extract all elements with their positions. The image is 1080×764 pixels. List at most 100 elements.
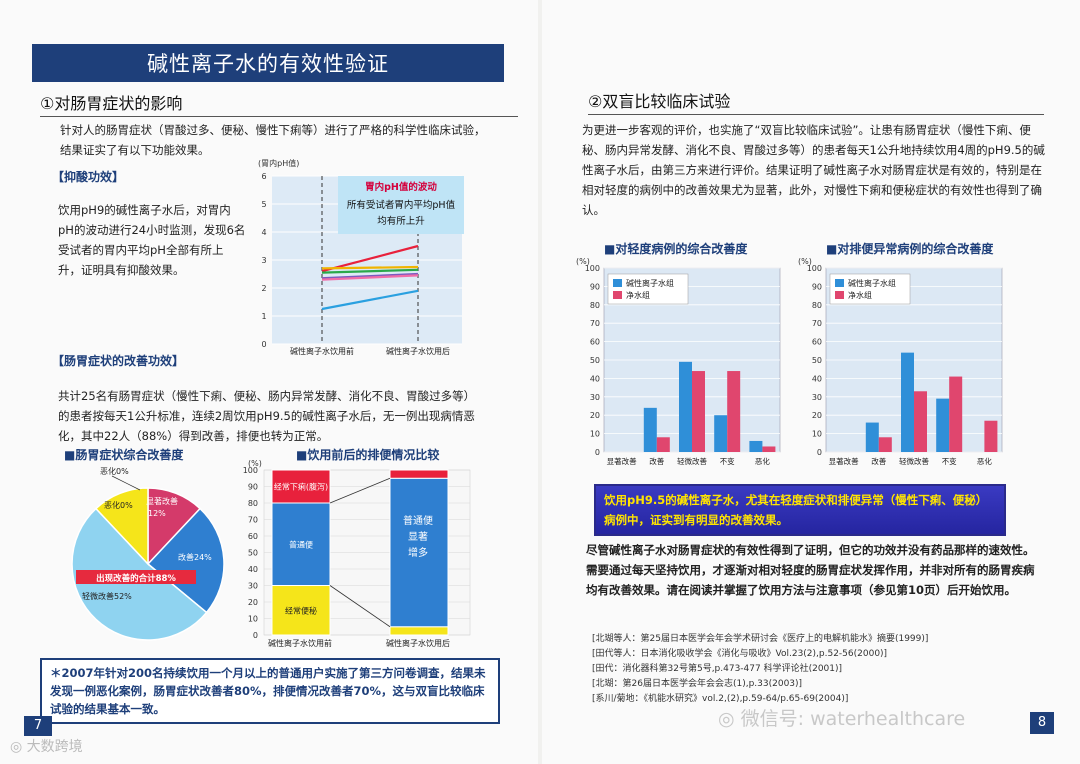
bowel-abn-ytick: 40 bbox=[812, 374, 822, 383]
bowel-abn-xtick: 轻微改善 bbox=[899, 456, 929, 466]
mild-ytick: 20 bbox=[590, 411, 600, 420]
bowel-abn-bar bbox=[878, 437, 892, 452]
bowel-connector bbox=[329, 477, 391, 504]
page-number-right: 8 bbox=[1030, 712, 1054, 734]
acid-heading: 【抑酸功效】 bbox=[52, 170, 125, 184]
bowel-abnormal-chart-title: ■对排便异常病例的综合改善度 bbox=[826, 242, 994, 256]
mild-bar bbox=[749, 440, 763, 452]
mild-ylabel: (%) bbox=[576, 257, 590, 266]
mild-bar bbox=[643, 407, 657, 452]
ph-series-line bbox=[321, 289, 419, 311]
pie-slice bbox=[94, 487, 149, 566]
mild-ytick: 80 bbox=[590, 301, 600, 310]
bowel-ytick: 90 bbox=[248, 483, 258, 492]
section-1-heading: ①对肠胃症状的影响 bbox=[40, 90, 518, 117]
bowel-abn-bar bbox=[949, 376, 963, 452]
ph-series-line bbox=[321, 274, 419, 281]
bowel-ylabel: (%) bbox=[248, 460, 262, 468]
pie-label-significant: 显著改善 bbox=[146, 496, 178, 506]
bowel-abn-xtick: 恶化 bbox=[977, 456, 992, 466]
bowel-abn-legend-label: 碱性离子水组 bbox=[848, 278, 896, 288]
bowel-ytick: 80 bbox=[248, 499, 258, 508]
improve-heading: 【肠胃症状的改善功效】 bbox=[52, 354, 185, 368]
improve-text: 共计25名有肠胃症状（慢性下痢、便秘、肠内异常发酵、消化不良、胃酸过多等）的患者… bbox=[58, 389, 476, 443]
references: [北瑚等人：第25届日本医学会年会学术研讨会《医疗上的电解机能水》摘要(1999… bbox=[592, 632, 1032, 707]
bowel-abn-ytick: 70 bbox=[812, 319, 822, 328]
mild-bar bbox=[762, 446, 776, 452]
bowel-abn-ytick: 10 bbox=[812, 430, 822, 439]
wechat-icon: ◎ bbox=[718, 708, 735, 730]
bowel-abn-ytick: 60 bbox=[812, 338, 822, 347]
bowel-ytick: 70 bbox=[248, 516, 258, 525]
highlight-box: 饮用pH9.5的碱性离子水，尤其在轻度症状和排便异常（慢性下痢、便秘）病例中，证… bbox=[594, 484, 1006, 536]
ph-ytick: 1 bbox=[261, 312, 266, 321]
pie-label-worse-outer: 恶化0% bbox=[100, 466, 129, 476]
bowel-abn-ytick: 20 bbox=[812, 411, 822, 420]
acid-text: 饮用pH9的碱性离子水后，对胃内pH的波动进行24小时监测，发现6名受试者的胃内… bbox=[58, 203, 246, 277]
ph-ytick: 6 bbox=[261, 172, 266, 181]
ph-ytick: 2 bbox=[261, 284, 266, 293]
bowel-abn-legend-swatch bbox=[835, 279, 844, 287]
bowel-bar-segment bbox=[271, 469, 331, 504]
bowel-ytick: 50 bbox=[248, 549, 258, 558]
bowel-ytick: 10 bbox=[248, 615, 258, 624]
mild-xtick: 恶化 bbox=[755, 456, 770, 466]
bowel-abn-ytick: 0 bbox=[817, 448, 822, 457]
mild-xtick: 不变 bbox=[720, 456, 735, 466]
bowel-abn-ylabel: (%) bbox=[798, 257, 812, 266]
ph-annotation-2: 均有所上升 bbox=[377, 215, 425, 227]
mild-bar bbox=[679, 361, 692, 452]
bowel-abn-legend-label: 净水组 bbox=[848, 290, 872, 300]
wechat-watermark: ◎ 微信号: waterhealthcare bbox=[718, 704, 965, 731]
mild-ytick: 10 bbox=[590, 430, 600, 439]
bowel-abn-legend-swatch bbox=[835, 291, 844, 299]
mild-bar bbox=[714, 415, 728, 452]
bowel-chart-title: ■饮用前后的排便情况比较 bbox=[296, 448, 440, 462]
ph-annotation-box bbox=[338, 176, 464, 234]
bowel-abn-bar bbox=[914, 391, 927, 452]
bowel-abn-bar bbox=[865, 422, 879, 452]
corner-watermark: ◎ 大数跨境 bbox=[10, 736, 83, 756]
reference-item: [田代等人：日本消化吸收学会《消化与吸收》Vol.23(2),p.52-56(2… bbox=[592, 649, 888, 659]
wechat-watermark-text: 微信号: waterhealthcare bbox=[740, 708, 966, 730]
pie-label-significant-pct: 12% bbox=[148, 509, 166, 518]
ph-ylabel: (胃内pH值) bbox=[258, 158, 299, 168]
bowel-after-label-1: 普通便 bbox=[403, 514, 433, 527]
mild-xtick: 改善 bbox=[649, 456, 664, 466]
mild-chart-title: ■对轻度病例的综合改善度 bbox=[604, 242, 748, 256]
bowel-abn-ytick: 50 bbox=[812, 356, 822, 365]
mild-legend-swatch bbox=[613, 279, 622, 287]
bowel-ytick: 60 bbox=[248, 532, 258, 541]
mild-ytick: 50 bbox=[590, 356, 600, 365]
bowel-ytick: 40 bbox=[248, 565, 258, 574]
bowel-xlabel-before: 碱性离子水饮用前 bbox=[268, 638, 332, 648]
bowel-ytick: 30 bbox=[248, 582, 258, 591]
bowel-bar-segment bbox=[389, 477, 449, 628]
corner-watermark-text: 大数跨境 bbox=[26, 739, 83, 755]
ph-series-line bbox=[321, 272, 419, 280]
bowel-abn-ytick: 90 bbox=[812, 282, 822, 291]
wechat-icon: ◎ bbox=[10, 739, 23, 755]
ph-chart-title: 胃内pH值的波动 bbox=[365, 181, 437, 193]
bowel-ytick: 100 bbox=[243, 466, 258, 475]
ph-series-line bbox=[321, 265, 419, 270]
mild-ytick: 70 bbox=[590, 319, 600, 328]
mild-ytick: 40 bbox=[590, 374, 600, 383]
pie-title: ■肠胃症状综合改善度 bbox=[64, 448, 184, 462]
bowel-bar-chart: (%) 经常便秘 普通便 经常下痢(腹泻) 0 10 20 30 40 50 60 70 80 90 1… bbox=[243, 460, 471, 648]
bowel-bar-segment bbox=[271, 585, 331, 636]
bowel-after-label-3: 增多 bbox=[408, 546, 428, 559]
section-2-heading: ②双盲比较临床试验 bbox=[588, 88, 1044, 115]
bowel-abn-xtick: 改善 bbox=[871, 456, 886, 466]
pie-label-nochange: 恶化0% bbox=[104, 500, 133, 510]
reference-item: [系川/菊地：《机能水研究》vol.2,(2),p.59-64/p.65-69(… bbox=[592, 694, 849, 704]
ph-series-line bbox=[321, 244, 419, 273]
pie-slice bbox=[146, 507, 225, 614]
pie-label-improve: 改善24% bbox=[178, 552, 212, 562]
bowel-abn-bar bbox=[936, 398, 950, 452]
bowel-ytick: 20 bbox=[248, 598, 258, 607]
ph-annotation-1: 所有受试者胃内平均pH值 bbox=[347, 199, 456, 211]
conclusion-text: 尽管碱性离子水对肠胃症状的有效性得到了证明，但它的功效并没有药品那样的速效性。需… bbox=[586, 543, 1035, 597]
bowel-label-normal: 普通便 bbox=[289, 539, 313, 549]
bowel-abn-bar bbox=[901, 352, 914, 452]
